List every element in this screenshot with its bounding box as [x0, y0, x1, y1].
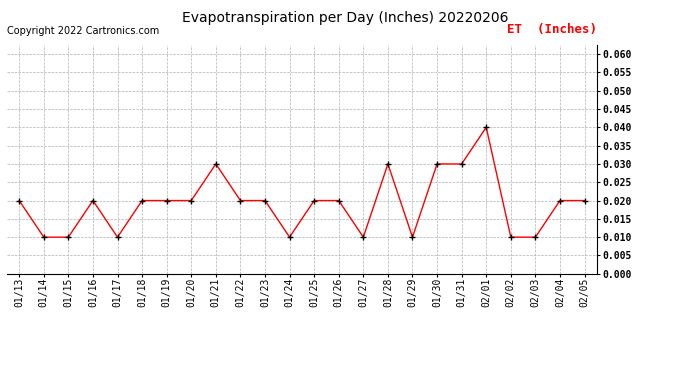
Text: ET  (Inches): ET (Inches)	[507, 23, 597, 36]
Text: Evapotranspiration per Day (Inches) 20220206: Evapotranspiration per Day (Inches) 2022…	[181, 11, 509, 25]
Text: Copyright 2022 Cartronics.com: Copyright 2022 Cartronics.com	[7, 26, 159, 36]
